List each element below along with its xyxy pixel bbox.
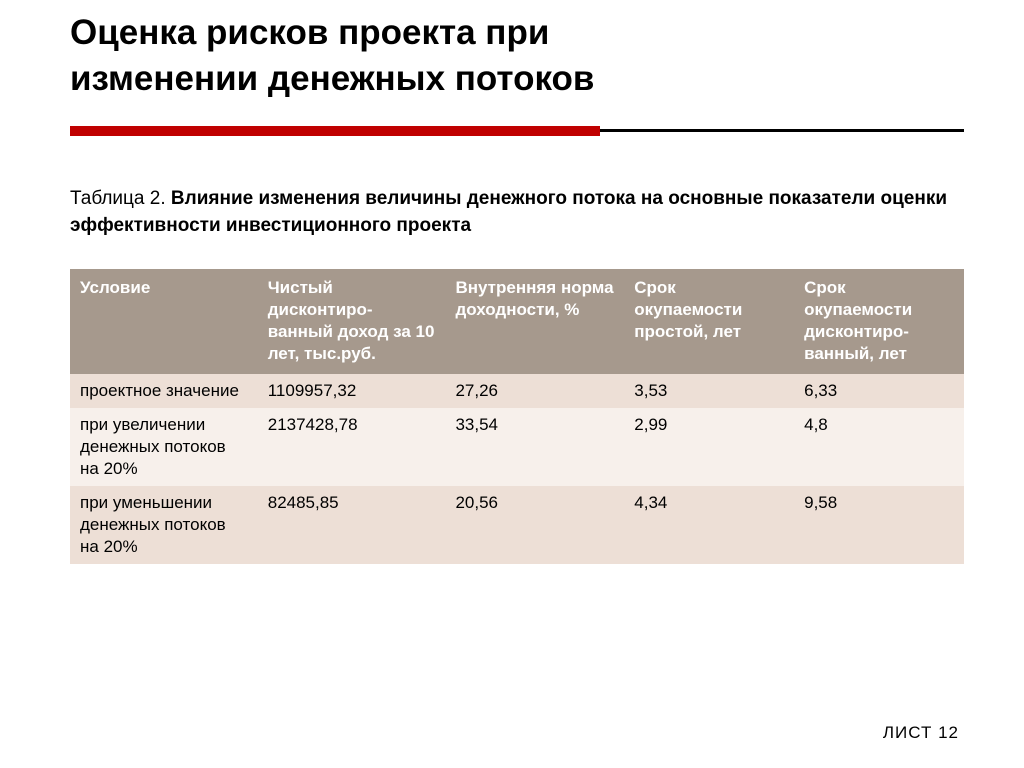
- caption-label: Таблица 2.: [70, 188, 171, 209]
- title-rule: [70, 126, 964, 136]
- rule-thick: [70, 126, 600, 136]
- col-header-irr: Внутренняя норма доходности, %: [445, 269, 624, 373]
- table-header-row: Условие Чистый дисконтиро-ванный доход з…: [70, 269, 964, 373]
- col-header-npv: Чистый дисконтиро-ванный доход за 10 лет…: [258, 269, 446, 373]
- title-line-2: изменении денежных потоков: [70, 59, 594, 98]
- cell-condition: проектное значение: [70, 374, 258, 408]
- caption-text: Влияние изменения величины денежного пот…: [70, 188, 947, 236]
- risk-table: Условие Чистый дисконтиро-ванный доход з…: [70, 269, 964, 564]
- cell-payback-simple: 3,53: [624, 374, 794, 408]
- table-caption: Таблица 2. Влияние изменения величины де…: [70, 186, 964, 239]
- title-line-1: Оценка рисков проекта при: [70, 13, 549, 52]
- cell-condition: при уменьшении денежных потоков на 20%: [70, 486, 258, 564]
- cell-npv: 82485,85: [258, 486, 446, 564]
- table-row: при увеличении денежных потоков на 20% 2…: [70, 408, 964, 486]
- cell-irr: 20,56: [445, 486, 624, 564]
- cell-payback-simple: 4,34: [624, 486, 794, 564]
- table-row: проектное значение 1109957,32 27,26 3,53…: [70, 374, 964, 408]
- page-number: ЛИСТ 12: [883, 723, 959, 743]
- col-header-condition: Условие: [70, 269, 258, 373]
- cell-payback-disc: 4,8: [794, 408, 964, 486]
- slide-title: Оценка рисков проекта при изменении дене…: [70, 10, 964, 101]
- col-header-payback-disc: Срок окупаемости дисконтиро-ванный, лет: [794, 269, 964, 373]
- col-header-payback-simple: Срок окупаемости простой, лет: [624, 269, 794, 373]
- cell-condition: при увеличении денежных потоков на 20%: [70, 408, 258, 486]
- table-row: при уменьшении денежных потоков на 20% 8…: [70, 486, 964, 564]
- cell-payback-disc: 6,33: [794, 374, 964, 408]
- cell-irr: 33,54: [445, 408, 624, 486]
- cell-npv: 2137428,78: [258, 408, 446, 486]
- cell-irr: 27,26: [445, 374, 624, 408]
- cell-payback-disc: 9,58: [794, 486, 964, 564]
- cell-payback-simple: 2,99: [624, 408, 794, 486]
- cell-npv: 1109957,32: [258, 374, 446, 408]
